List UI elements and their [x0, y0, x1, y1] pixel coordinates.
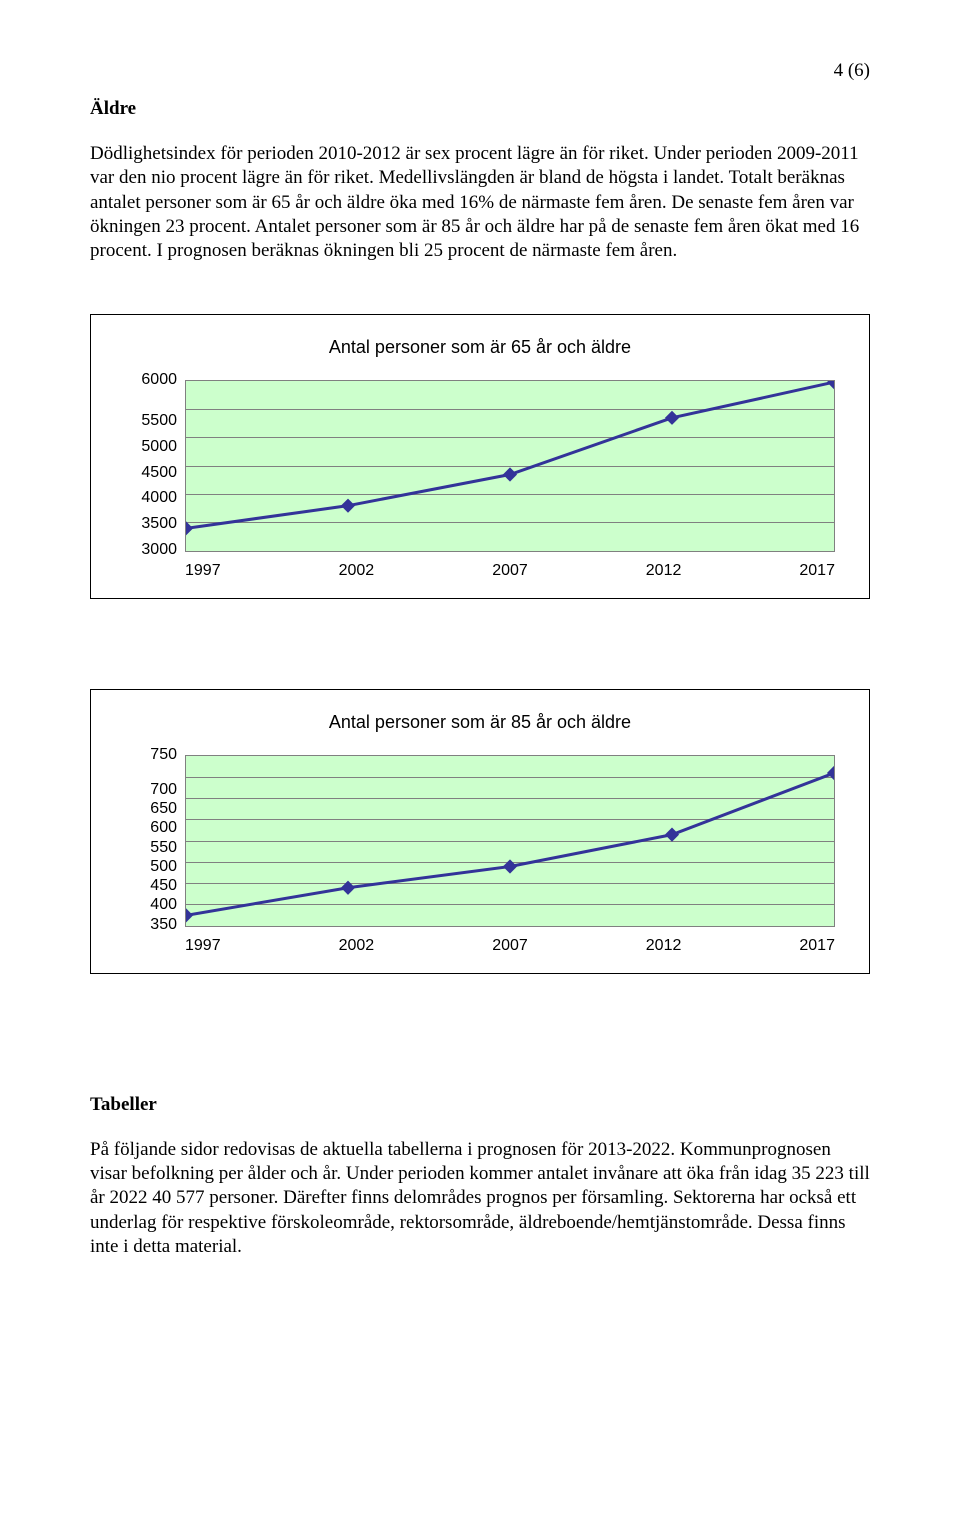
- y-tick-label: 550: [150, 840, 177, 856]
- x-tick-label: 2017: [799, 562, 835, 580]
- chart-line: [186, 382, 834, 528]
- chart-65-x-axis: 1997 2002 2007 2012 2017: [185, 562, 835, 580]
- chart-65-y-axis: 6000550050004500400035003000: [125, 380, 185, 550]
- x-tick-label: 2012: [646, 562, 682, 580]
- y-tick-label: 3000: [141, 542, 177, 558]
- chart-marker: [503, 467, 517, 481]
- y-tick-label: 750: [150, 747, 177, 763]
- chart-65-plot-area: [185, 380, 835, 552]
- x-tick-label: 2012: [646, 937, 682, 955]
- section-heading-tabeller: Tabeller: [90, 1094, 870, 1116]
- chart-85-title: Antal personer som är 85 år och äldre: [125, 712, 835, 733]
- tables-paragraph: På följande sidor redovisas de aktuella …: [90, 1138, 870, 1260]
- chart-marker: [827, 765, 834, 779]
- x-tick-label: 1997: [185, 562, 221, 580]
- y-tick-label: 700: [150, 782, 177, 798]
- chart-svg: [186, 381, 834, 551]
- y-tick-label: 350: [150, 917, 177, 933]
- y-tick-label: 600: [150, 820, 177, 836]
- chart-marker: [341, 498, 355, 512]
- chart-marker: [341, 880, 355, 894]
- chart-65-container: Antal personer som är 65 år och äldre 60…: [90, 314, 870, 599]
- body-paragraph: Dödlighetsindex för perioden 2010-2012 ä…: [90, 142, 870, 264]
- y-tick-label: 400: [150, 897, 177, 913]
- y-tick-label: 3500: [141, 516, 177, 532]
- y-tick-label: 450: [150, 878, 177, 894]
- chart-85-x-axis: 1997 2002 2007 2012 2017: [185, 937, 835, 955]
- y-tick-label: 4500: [141, 465, 177, 481]
- section-heading-aldre: Äldre: [90, 98, 870, 120]
- chart-marker: [503, 859, 517, 873]
- x-tick-label: 2002: [339, 937, 375, 955]
- chart-marker: [186, 908, 193, 922]
- x-tick-label: 2017: [799, 937, 835, 955]
- x-tick-label: 2007: [492, 937, 528, 955]
- chart-marker: [665, 827, 679, 841]
- chart-svg: [186, 756, 834, 926]
- y-tick-label: 6000: [141, 372, 177, 388]
- y-tick-label: 5500: [141, 413, 177, 429]
- chart-marker: [186, 521, 193, 535]
- y-tick-label: 650: [150, 801, 177, 817]
- y-tick-label: 500: [150, 859, 177, 875]
- page-number: 4 (6): [90, 60, 870, 82]
- x-tick-label: 2007: [492, 562, 528, 580]
- chart-85-y-axis: 750700650600550500450400350: [125, 755, 185, 925]
- chart-marker: [665, 410, 679, 424]
- x-tick-label: 2002: [339, 562, 375, 580]
- chart-line: [186, 773, 834, 915]
- x-tick-label: 1997: [185, 937, 221, 955]
- chart-85-container: Antal personer som är 85 år och äldre 75…: [90, 689, 870, 974]
- chart-85-plot-area: [185, 755, 835, 927]
- y-tick-label: 5000: [141, 439, 177, 455]
- y-tick-label: 4000: [141, 490, 177, 506]
- chart-65-title: Antal personer som är 65 år och äldre: [125, 337, 835, 358]
- chart-marker: [827, 381, 834, 389]
